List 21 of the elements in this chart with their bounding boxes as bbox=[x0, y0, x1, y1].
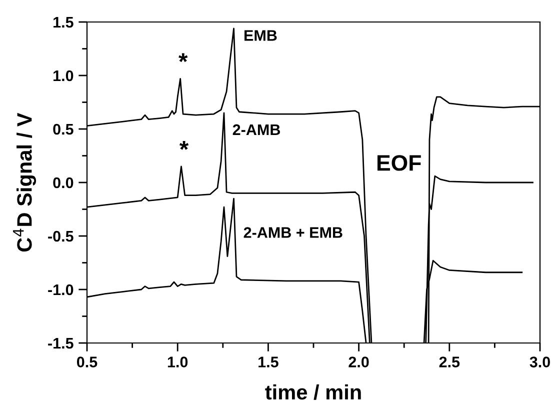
x-axis-title: time / min bbox=[265, 384, 361, 400]
y-tick-label: -1.5 bbox=[48, 338, 74, 349]
annotation: * bbox=[178, 53, 188, 62]
x-tick-label: 3.0 bbox=[530, 356, 550, 368]
x-tick-label: 1.5 bbox=[258, 356, 278, 368]
x-tick-label: 2.5 bbox=[439, 356, 460, 368]
y-tick-label: -1.0 bbox=[48, 284, 74, 296]
y-axis-title: C$^{4}$D Signal / V bbox=[13, 112, 36, 252]
annotation: * bbox=[179, 141, 189, 150]
y-tick-label: 1.0 bbox=[54, 70, 74, 82]
y-tick-label: 0.0 bbox=[53, 177, 74, 188]
y-tick-label: -0.5 bbox=[48, 230, 74, 242]
x-tick-label: 2.0 bbox=[348, 356, 369, 368]
x-tick-label: 1.0 bbox=[168, 356, 188, 368]
annotation: 2-AMB + EMB bbox=[244, 227, 342, 238]
annotation: 2-AMB bbox=[232, 124, 280, 135]
x-tick-label: 0.5 bbox=[76, 356, 98, 368]
annotation: EMB bbox=[244, 30, 277, 41]
annotation: EOF bbox=[378, 155, 421, 171]
y-tick-label: 0.5 bbox=[53, 124, 74, 135]
y-tick-label: 1.5 bbox=[54, 17, 74, 28]
